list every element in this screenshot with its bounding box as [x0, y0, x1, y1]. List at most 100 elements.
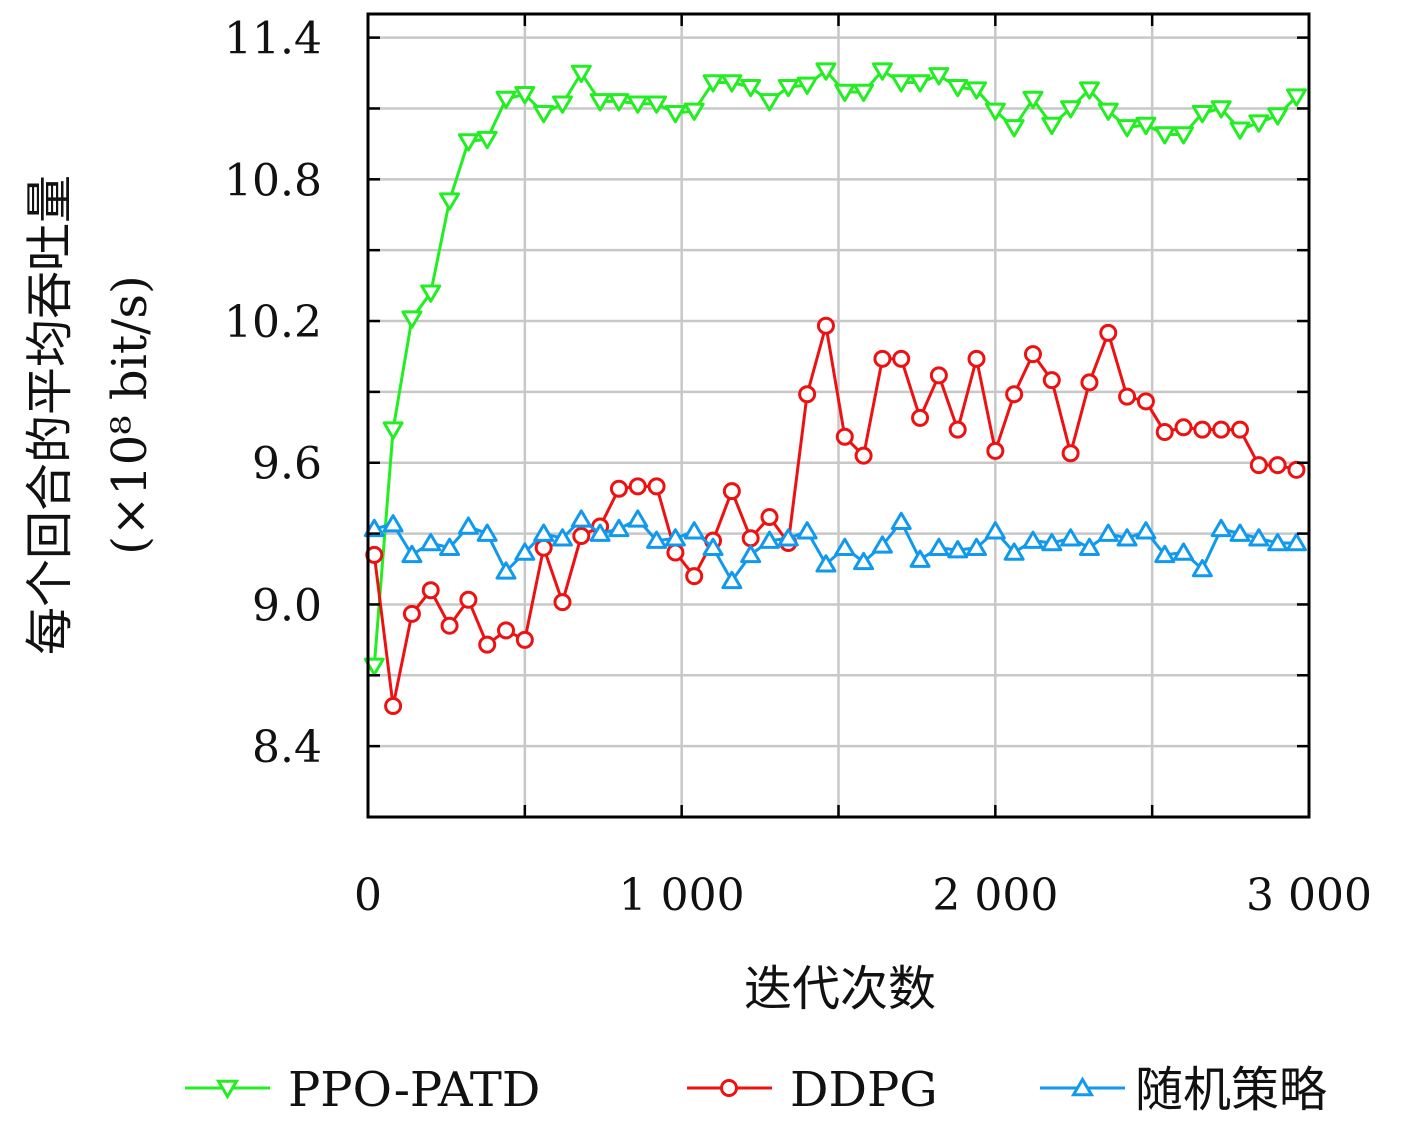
data-point [909, 74, 931, 93]
data-point [551, 95, 573, 114]
data-point [984, 521, 1006, 540]
data-point [1268, 456, 1287, 475]
data-point [534, 538, 553, 557]
data-point [1023, 345, 1042, 364]
data-point [1191, 104, 1213, 124]
data-point [777, 78, 799, 98]
data-point [608, 518, 630, 538]
data-point [589, 93, 611, 112]
data-point [1173, 542, 1195, 561]
data-point [984, 102, 1006, 121]
data-point [495, 561, 517, 580]
data-point [683, 521, 705, 540]
data-point [646, 530, 668, 549]
y-axis-title-line1: 每个回合的平均吞吐量 [22, 175, 78, 655]
data-point [1154, 544, 1176, 564]
data-point [570, 509, 592, 528]
data-point [384, 696, 403, 715]
data-point [986, 441, 1005, 460]
data-point [551, 528, 573, 547]
legend-label-random-policy: 随机策略 [1135, 1062, 1327, 1118]
x-tick-label: 2 000 [932, 870, 1058, 921]
data-point [1229, 523, 1251, 542]
data-point [401, 544, 423, 564]
data-point [722, 482, 741, 501]
legend-entry-random-policy: 随机策略 [1040, 1062, 1327, 1118]
tick-marks [366, 14, 1311, 819]
data-point [947, 78, 969, 98]
series-layer [363, 62, 1307, 715]
data-point [1135, 521, 1157, 540]
data-point [890, 74, 912, 93]
data-point [1078, 81, 1100, 100]
data-point [702, 74, 724, 93]
data-point [1229, 121, 1251, 140]
legend-marker-ppo-patd [215, 1079, 240, 1100]
data-point [929, 366, 948, 385]
data-point [816, 316, 835, 335]
data-point [683, 102, 705, 121]
data-point [835, 427, 854, 446]
data-point [871, 62, 893, 81]
tick-labels: 0 1 000 2 000 3 000 8.4 9.0 9.6 10.2 10.8 11.4 [224, 14, 1372, 921]
data-point [1060, 100, 1082, 119]
data-point [627, 509, 649, 528]
data-point [608, 93, 630, 112]
data-point [476, 523, 498, 542]
data-point [1116, 528, 1138, 547]
data-point [909, 549, 931, 568]
data-point [457, 133, 479, 152]
data-point [570, 64, 592, 84]
data-point [478, 635, 497, 654]
data-point [1080, 373, 1099, 392]
data-point [758, 530, 780, 549]
y-tick-label: 10.8 [224, 155, 322, 206]
data-point [1022, 530, 1044, 549]
y-tick-label: 11.4 [224, 14, 322, 65]
data-point [572, 526, 591, 545]
y-tick-label: 9.6 [252, 439, 322, 490]
data-point [760, 508, 779, 527]
data-point [948, 420, 967, 439]
data-point [871, 535, 893, 554]
data-point [514, 542, 536, 561]
data-point [1248, 114, 1270, 133]
data-point [553, 593, 572, 612]
y-tick-label: 10.2 [224, 297, 322, 348]
data-point [1285, 88, 1307, 107]
data-point [815, 62, 837, 81]
data-point [440, 616, 459, 635]
data-point [664, 104, 686, 124]
y-tick-label: 9.0 [252, 580, 322, 631]
data-point [664, 528, 686, 547]
data-point [459, 590, 478, 609]
data-point [1061, 444, 1080, 463]
data-point [777, 528, 799, 547]
x-tick-label: 1 000 [619, 870, 745, 921]
data-point [1041, 116, 1063, 136]
data-point [1248, 528, 1270, 547]
data-point [1267, 532, 1289, 552]
data-point [382, 421, 404, 440]
data-point [928, 537, 950, 557]
data-point [702, 537, 724, 557]
data-point [947, 540, 969, 559]
legend-label-ppo-patd: PPO-PATD [288, 1062, 540, 1118]
data-point [1193, 420, 1212, 439]
data-point [685, 567, 704, 586]
data-point [1003, 119, 1025, 138]
series-line-ddpg [372, 324, 1297, 708]
data-point [1285, 532, 1307, 552]
data-point [1287, 460, 1306, 479]
data-point [967, 349, 986, 368]
data-point [1154, 126, 1176, 145]
data-point [363, 518, 385, 538]
data-point [420, 284, 442, 303]
data-point [497, 621, 516, 640]
data-point [533, 104, 555, 124]
legend-entry-ddpg: DDPG [687, 1062, 938, 1118]
data-point [796, 521, 818, 540]
data-point [1118, 387, 1137, 406]
data-point [1136, 392, 1155, 411]
data-point [834, 83, 856, 102]
